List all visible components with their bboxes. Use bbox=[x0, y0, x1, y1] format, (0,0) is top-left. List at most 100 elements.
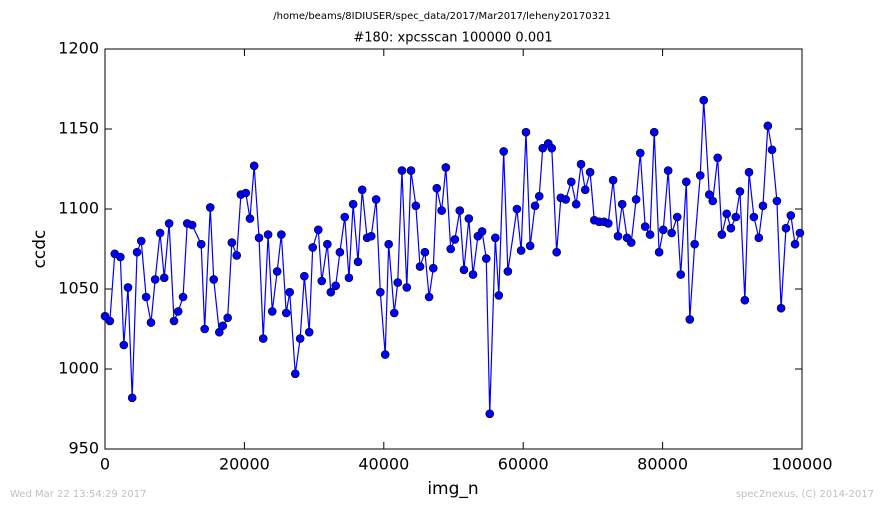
data-point bbox=[119, 340, 129, 350]
x-tick-label: 80000 bbox=[637, 455, 688, 474]
data-line bbox=[104, 100, 801, 414]
data-point bbox=[200, 324, 209, 334]
data-point bbox=[304, 327, 314, 337]
data-point bbox=[357, 185, 367, 195]
data-point bbox=[744, 167, 754, 177]
data-point bbox=[635, 148, 645, 158]
data-point bbox=[232, 251, 242, 260]
data-point bbox=[295, 334, 305, 343]
x-tick-label: 20000 bbox=[219, 455, 270, 474]
data-point bbox=[376, 287, 385, 297]
data-point bbox=[776, 303, 786, 313]
data-point bbox=[277, 230, 286, 239]
x-tick-label: 100000 bbox=[771, 455, 832, 474]
data-point bbox=[516, 246, 526, 255]
data-point bbox=[735, 187, 745, 196]
data-point bbox=[437, 206, 446, 215]
data-point bbox=[626, 238, 636, 247]
x-tick-label: 40000 bbox=[358, 455, 409, 474]
data-point bbox=[645, 230, 655, 239]
data-point bbox=[763, 121, 773, 131]
data-point bbox=[521, 127, 531, 137]
data-point bbox=[690, 239, 699, 249]
data-point bbox=[580, 185, 590, 195]
y-tick-label: 950 bbox=[68, 439, 99, 458]
data-point bbox=[420, 247, 430, 257]
data-point bbox=[464, 214, 474, 223]
data-point bbox=[468, 270, 478, 279]
data-point bbox=[397, 166, 407, 175]
data-point bbox=[491, 233, 500, 243]
data-point bbox=[667, 228, 676, 238]
data-point bbox=[552, 247, 561, 257]
data-point bbox=[608, 175, 618, 185]
data-point bbox=[786, 211, 796, 220]
data-point bbox=[459, 265, 469, 275]
data-point bbox=[141, 292, 151, 302]
data-point bbox=[136, 236, 146, 246]
data-point bbox=[326, 287, 336, 297]
y-axis-label: ccdc bbox=[30, 230, 50, 269]
data-point bbox=[432, 183, 442, 193]
data-point bbox=[285, 287, 295, 297]
data-point bbox=[205, 203, 215, 212]
data-point bbox=[313, 225, 323, 235]
x-axis-label: img_n bbox=[427, 479, 478, 499]
y-tick-label: 1000 bbox=[58, 359, 99, 378]
data-point bbox=[699, 95, 709, 105]
data-point bbox=[525, 241, 535, 251]
y-tick-label: 1150 bbox=[58, 119, 99, 138]
data-point bbox=[512, 204, 522, 214]
data-point bbox=[371, 195, 381, 204]
data-point bbox=[772, 196, 782, 206]
data-point bbox=[353, 257, 363, 267]
data-point bbox=[340, 212, 350, 222]
data-point bbox=[267, 307, 277, 316]
data-point bbox=[116, 252, 125, 262]
data-point bbox=[323, 239, 332, 249]
data-point bbox=[740, 295, 750, 305]
data-point bbox=[241, 188, 251, 198]
data-point bbox=[105, 316, 115, 326]
data-point bbox=[227, 238, 237, 247]
data-point bbox=[335, 247, 345, 257]
data-point bbox=[767, 145, 777, 155]
data-point bbox=[617, 199, 627, 209]
data-point bbox=[790, 239, 800, 249]
data-point bbox=[547, 143, 557, 153]
data-point bbox=[494, 291, 504, 300]
data-point bbox=[178, 292, 188, 302]
data-point bbox=[685, 315, 695, 324]
data-point bbox=[477, 227, 487, 236]
data-point bbox=[159, 273, 169, 283]
data-point bbox=[713, 153, 722, 163]
data-point bbox=[380, 350, 390, 359]
data-point bbox=[146, 318, 156, 327]
data-point bbox=[708, 196, 718, 206]
data-point bbox=[658, 225, 668, 235]
data-point bbox=[576, 159, 586, 169]
y-tick-label: 1050 bbox=[58, 279, 99, 298]
data-point bbox=[754, 233, 764, 243]
data-point bbox=[331, 281, 341, 291]
data-point bbox=[654, 247, 664, 257]
data-point bbox=[389, 308, 399, 318]
data-point bbox=[424, 292, 434, 302]
data-point bbox=[406, 166, 416, 175]
data-point bbox=[164, 219, 174, 228]
data-point bbox=[223, 313, 232, 323]
data-point bbox=[366, 231, 376, 241]
data-point bbox=[561, 195, 571, 204]
y-tick-label: 1100 bbox=[58, 199, 99, 218]
data-point bbox=[672, 212, 682, 222]
chart-title: /home/beams/8IDIUSER/spec_data/2017/Mar2… bbox=[273, 11, 610, 22]
data-point bbox=[571, 199, 581, 209]
data-point bbox=[187, 220, 197, 230]
x-tick-label: 0 bbox=[100, 455, 110, 474]
data-point bbox=[254, 233, 264, 243]
data-point bbox=[348, 199, 358, 209]
data-point bbox=[169, 316, 179, 326]
data-point bbox=[722, 209, 732, 219]
data-point bbox=[415, 262, 425, 271]
